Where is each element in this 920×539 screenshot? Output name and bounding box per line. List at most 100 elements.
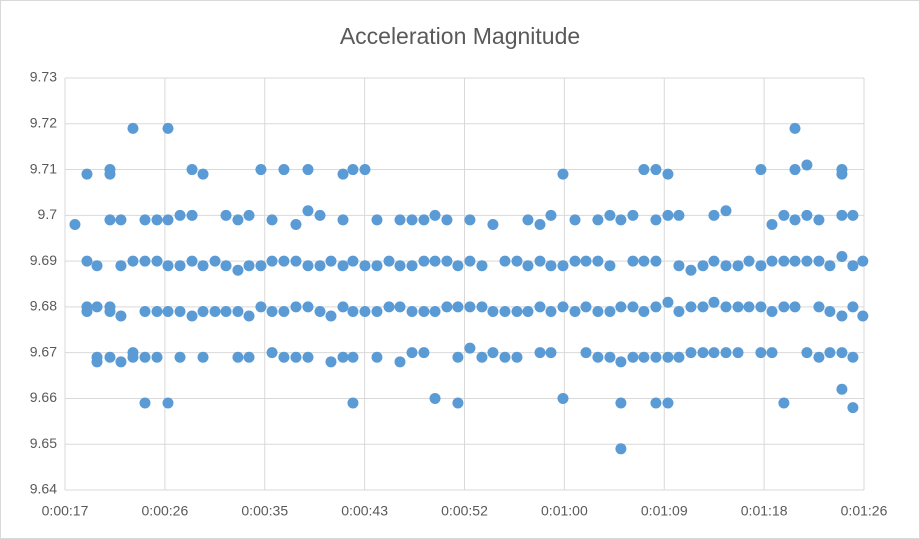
data-point xyxy=(522,305,534,317)
data-point xyxy=(220,305,232,317)
data-point xyxy=(685,301,697,313)
data-point xyxy=(697,301,709,313)
data-point xyxy=(650,214,662,226)
data-point xyxy=(418,255,430,267)
data-point xyxy=(545,347,557,359)
data-point xyxy=(847,301,859,313)
data-point xyxy=(290,351,302,363)
data-point xyxy=(302,301,314,313)
data-point xyxy=(266,305,278,317)
data-point xyxy=(452,301,464,313)
data-point xyxy=(615,397,627,409)
data-point xyxy=(337,168,349,180)
data-point xyxy=(732,260,744,272)
data-point xyxy=(406,305,418,317)
data-point xyxy=(650,351,662,363)
data-point xyxy=(627,351,639,363)
data-point xyxy=(220,209,232,221)
data-point xyxy=(476,351,488,363)
data-point xyxy=(557,301,569,313)
data-point xyxy=(243,310,255,322)
data-point xyxy=(592,214,604,226)
data-point xyxy=(371,260,383,272)
data-point xyxy=(673,305,685,317)
data-point xyxy=(452,260,464,272)
data-point xyxy=(755,164,767,176)
data-point xyxy=(801,347,813,359)
data-point xyxy=(139,351,151,363)
data-point xyxy=(534,218,546,230)
data-point xyxy=(243,260,255,272)
y-tick-label: 9.69 xyxy=(30,252,57,268)
data-point xyxy=(266,214,278,226)
data-point xyxy=(615,356,627,368)
data-point xyxy=(359,164,371,176)
data-point xyxy=(662,168,674,180)
data-point xyxy=(197,305,209,317)
data-point xyxy=(347,164,359,176)
x-tick-label: 0:01:00 xyxy=(541,503,588,519)
data-point xyxy=(115,260,127,272)
data-point xyxy=(662,296,674,308)
chart-title: Acceleration Magnitude xyxy=(340,23,580,49)
data-point xyxy=(162,260,174,272)
data-point xyxy=(347,305,359,317)
data-point xyxy=(232,214,244,226)
data-point xyxy=(139,255,151,267)
data-point xyxy=(604,351,616,363)
data-point xyxy=(302,164,314,176)
data-point xyxy=(789,122,801,134)
data-point xyxy=(302,205,314,217)
data-point xyxy=(232,305,244,317)
x-tick-label: 0:00:52 xyxy=(441,503,488,519)
data-point xyxy=(604,260,616,272)
data-point xyxy=(499,255,511,267)
data-point xyxy=(650,255,662,267)
data-point xyxy=(266,255,278,267)
y-tick-label: 9.72 xyxy=(30,114,57,130)
data-point xyxy=(604,305,616,317)
data-point xyxy=(511,305,523,317)
data-point xyxy=(115,310,127,322)
data-point xyxy=(545,305,557,317)
data-point xyxy=(209,305,221,317)
data-point xyxy=(418,347,430,359)
data-point xyxy=(511,255,523,267)
data-point xyxy=(127,255,139,267)
data-point xyxy=(615,214,627,226)
data-point xyxy=(371,214,383,226)
data-point xyxy=(406,347,418,359)
data-point xyxy=(406,214,418,226)
data-point xyxy=(708,296,720,308)
data-point xyxy=(487,305,499,317)
data-point xyxy=(638,351,650,363)
data-point xyxy=(522,260,534,272)
data-point xyxy=(302,351,314,363)
data-point xyxy=(162,397,174,409)
data-point xyxy=(337,260,349,272)
data-point xyxy=(186,310,198,322)
data-point xyxy=(545,209,557,221)
data-point xyxy=(592,351,604,363)
data-point xyxy=(673,260,685,272)
data-point xyxy=(824,347,836,359)
data-point xyxy=(127,122,139,134)
data-point xyxy=(755,260,767,272)
data-point xyxy=(383,255,395,267)
data-point xyxy=(697,260,709,272)
data-point xyxy=(534,347,546,359)
data-point xyxy=(545,260,557,272)
data-point xyxy=(174,260,186,272)
data-point xyxy=(615,443,627,455)
data-point xyxy=(162,122,174,134)
data-point xyxy=(115,214,127,226)
data-point xyxy=(487,347,499,359)
data-point xyxy=(662,351,674,363)
data-point xyxy=(418,305,430,317)
data-point xyxy=(789,164,801,176)
data-point xyxy=(162,305,174,317)
data-point xyxy=(394,260,406,272)
data-point xyxy=(847,351,859,363)
data-point xyxy=(650,164,662,176)
data-point xyxy=(278,351,290,363)
